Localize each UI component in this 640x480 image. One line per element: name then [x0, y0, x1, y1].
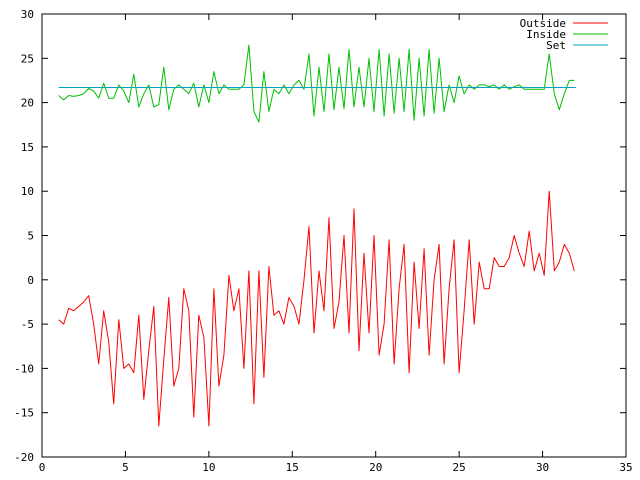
legend-label-set: Set [546, 39, 566, 52]
y-tick-label: 10 [21, 185, 34, 198]
x-tick-label: 30 [536, 461, 549, 474]
x-tick-label: 25 [453, 461, 466, 474]
x-tick-label: 5 [122, 461, 129, 474]
x-axis: 0 5 10 15 20 25 30 35 [39, 14, 633, 474]
y-tick-label: 5 [27, 230, 34, 243]
series-line-outside [58, 190, 575, 427]
x-tick-label: 15 [286, 461, 299, 474]
x-tick-label: 20 [369, 461, 382, 474]
y-tick-label: 30 [21, 8, 34, 21]
y-axis: -20 -15 -10 -5 0 5 10 15 20 25 30 [14, 8, 626, 464]
legend-label-inside: Inside [526, 28, 566, 41]
series-line-inside [58, 44, 575, 123]
x-tick-label: 35 [619, 461, 632, 474]
y-tick-label: 20 [21, 97, 34, 110]
y-tick-label: 15 [21, 141, 34, 154]
x-tick-label: 10 [202, 461, 215, 474]
x-tick-label: 0 [39, 461, 46, 474]
legend-label-outside: Outside [520, 17, 566, 30]
series-layer [58, 44, 576, 427]
y-tick-label: -10 [14, 362, 34, 375]
y-tick-label: -20 [14, 451, 34, 464]
y-tick-label: 25 [21, 52, 34, 65]
y-tick-label: -15 [14, 407, 34, 420]
plot-frame [41, 13, 627, 458]
y-tick-label: 0 [27, 274, 34, 287]
y-tick-label: -5 [21, 318, 34, 331]
